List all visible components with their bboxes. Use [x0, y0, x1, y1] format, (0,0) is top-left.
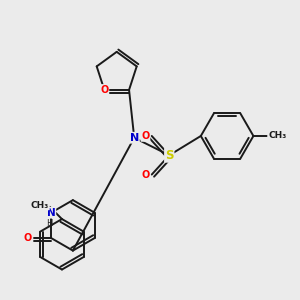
Text: O: O	[141, 169, 150, 179]
Text: CH₃: CH₃	[31, 200, 49, 209]
Text: O: O	[23, 233, 31, 243]
Text: N: N	[47, 208, 56, 218]
Text: H: H	[46, 219, 52, 228]
Text: N: N	[130, 133, 139, 143]
Text: CH₃: CH₃	[268, 131, 286, 140]
Text: O: O	[100, 85, 109, 95]
Text: O: O	[141, 131, 150, 141]
Text: S: S	[165, 149, 173, 162]
